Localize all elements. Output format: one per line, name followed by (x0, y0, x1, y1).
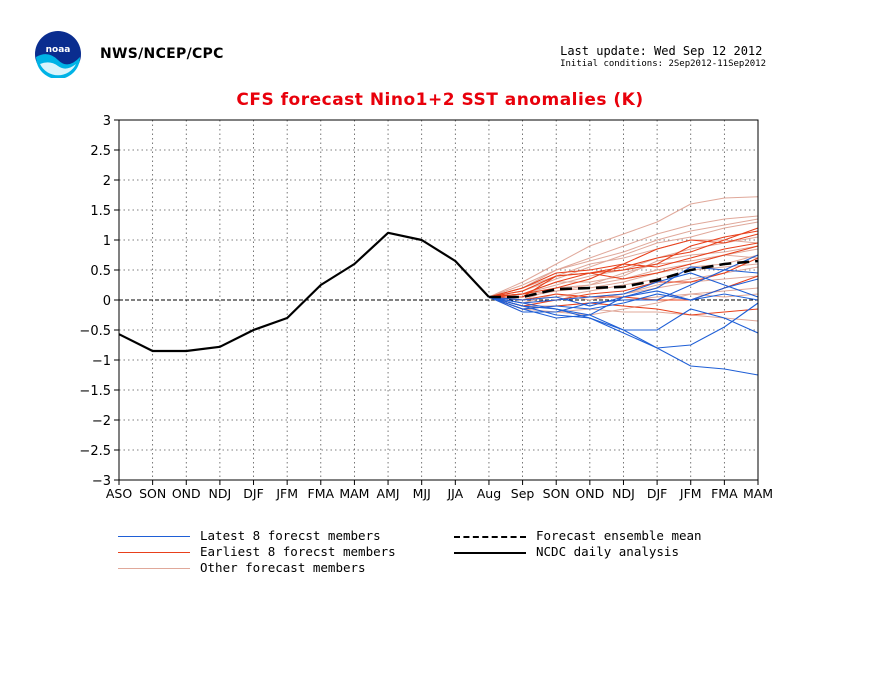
y-tick-label: −0.5 (79, 324, 111, 339)
y-tick-label: 0 (103, 294, 111, 309)
legend-label-mean: Forecast ensemble mean (536, 528, 702, 543)
other-member-line (488, 218, 759, 298)
y-tick-label: −2 (92, 414, 111, 429)
x-tick-label: NDJ (612, 486, 635, 501)
legend-label-other: Other forecast members (200, 560, 366, 575)
x-tick-label: OND (575, 486, 604, 501)
y-tick-label: −1.5 (79, 384, 111, 399)
x-tick-label: FMA (711, 486, 738, 501)
latest-members-group (488, 254, 759, 376)
observed-group (118, 231, 490, 353)
y-tick-label: 1 (103, 234, 111, 249)
x-tick-label: NDJ (209, 486, 232, 501)
x-tick-label: MAM (339, 486, 369, 501)
y-tick-label: 0.5 (90, 264, 111, 279)
latest-member-line (488, 296, 759, 376)
chart-title: CFS forecast Nino1+2 SST anomalies (K) (236, 90, 644, 110)
legend-swatch-other (118, 568, 190, 569)
y-tick-label: 1.5 (90, 204, 111, 219)
latest-member-line (488, 296, 759, 334)
legend-swatch-ncdc (454, 552, 526, 554)
x-tick-label: ASO (106, 486, 132, 501)
other-member-line (488, 215, 759, 298)
initial-conditions-text: Initial conditions: 2Sep2012-11Sep2012 (560, 59, 766, 69)
latest-member-line (488, 278, 759, 310)
legend-swatch-earliest (118, 552, 190, 553)
x-tick-label: Aug (477, 486, 501, 501)
other-member-line (488, 221, 759, 298)
y-tick-label: −3 (92, 474, 111, 489)
y-tick-label: 2 (103, 174, 111, 189)
y-tick-label: −2.5 (79, 444, 111, 459)
x-tick-label: JJA (446, 486, 463, 501)
x-tick-labels: ASO SON OND NDJ DJF JFM FMA MAM AMJ MJJ JJA Aug Sep S… (106, 486, 773, 501)
agency-label: NWS/NCEP/CPC (100, 46, 224, 62)
earliest-member-line (488, 230, 759, 298)
legend-swatch-mean (454, 536, 526, 538)
earliest-member-line (488, 257, 759, 307)
x-tick-label: SON (543, 486, 570, 501)
latest-member-line (488, 266, 759, 319)
last-update-text: Last update: Wed Sep 12 2012 (560, 44, 763, 58)
y-tick-label: −1 (92, 354, 111, 369)
other-member-line (488, 254, 759, 301)
x-tick-label: DJF (647, 486, 668, 501)
x-tick-label: JFM (679, 486, 702, 501)
earliest-member-line (488, 242, 759, 298)
legend-label-earliest: Earliest 8 forecst members (200, 544, 396, 559)
x-tick-label: OND (172, 486, 201, 501)
x-tick-label: MJJ (413, 486, 431, 501)
x-tick-label: Sep (511, 486, 535, 501)
legend-swatch-latest (118, 536, 190, 537)
grid-lines (114, 119, 759, 485)
ncdc-observed-line (118, 231, 490, 353)
y-tick-label: 3 (103, 114, 111, 129)
x-tick-label: MAM (743, 486, 773, 501)
latest-member-line (488, 272, 759, 304)
legend-label-ncdc: NCDC daily analysis (536, 544, 679, 559)
svg-text:noaa: noaa (46, 45, 71, 55)
x-tick-label: FMA (308, 486, 335, 501)
legend-label-latest: Latest 8 forecst members (200, 528, 381, 543)
y-tick-label: 2.5 (90, 144, 111, 159)
x-tick-label: DJF (243, 486, 264, 501)
mean-group (488, 259, 759, 299)
y-tick-labels: 3 2.5 2 1.5 1 0.5 0 −0.5 −1 −1.5 −2 −2.5 −3 (79, 114, 111, 489)
noaa-logo: noaa (35, 31, 81, 78)
ensemble-mean-line (488, 259, 759, 299)
plot-frame (118, 119, 759, 481)
x-tick-label: SON (139, 486, 166, 501)
x-tick-label: AMJ (377, 486, 400, 501)
update-info: Last update: Wed Sep 12 2012 Initial con… (560, 44, 766, 69)
other-member-line (488, 245, 759, 298)
earliest-member-line (488, 245, 759, 298)
other-member-line (488, 196, 759, 298)
x-tick-label: JFM (275, 486, 298, 501)
